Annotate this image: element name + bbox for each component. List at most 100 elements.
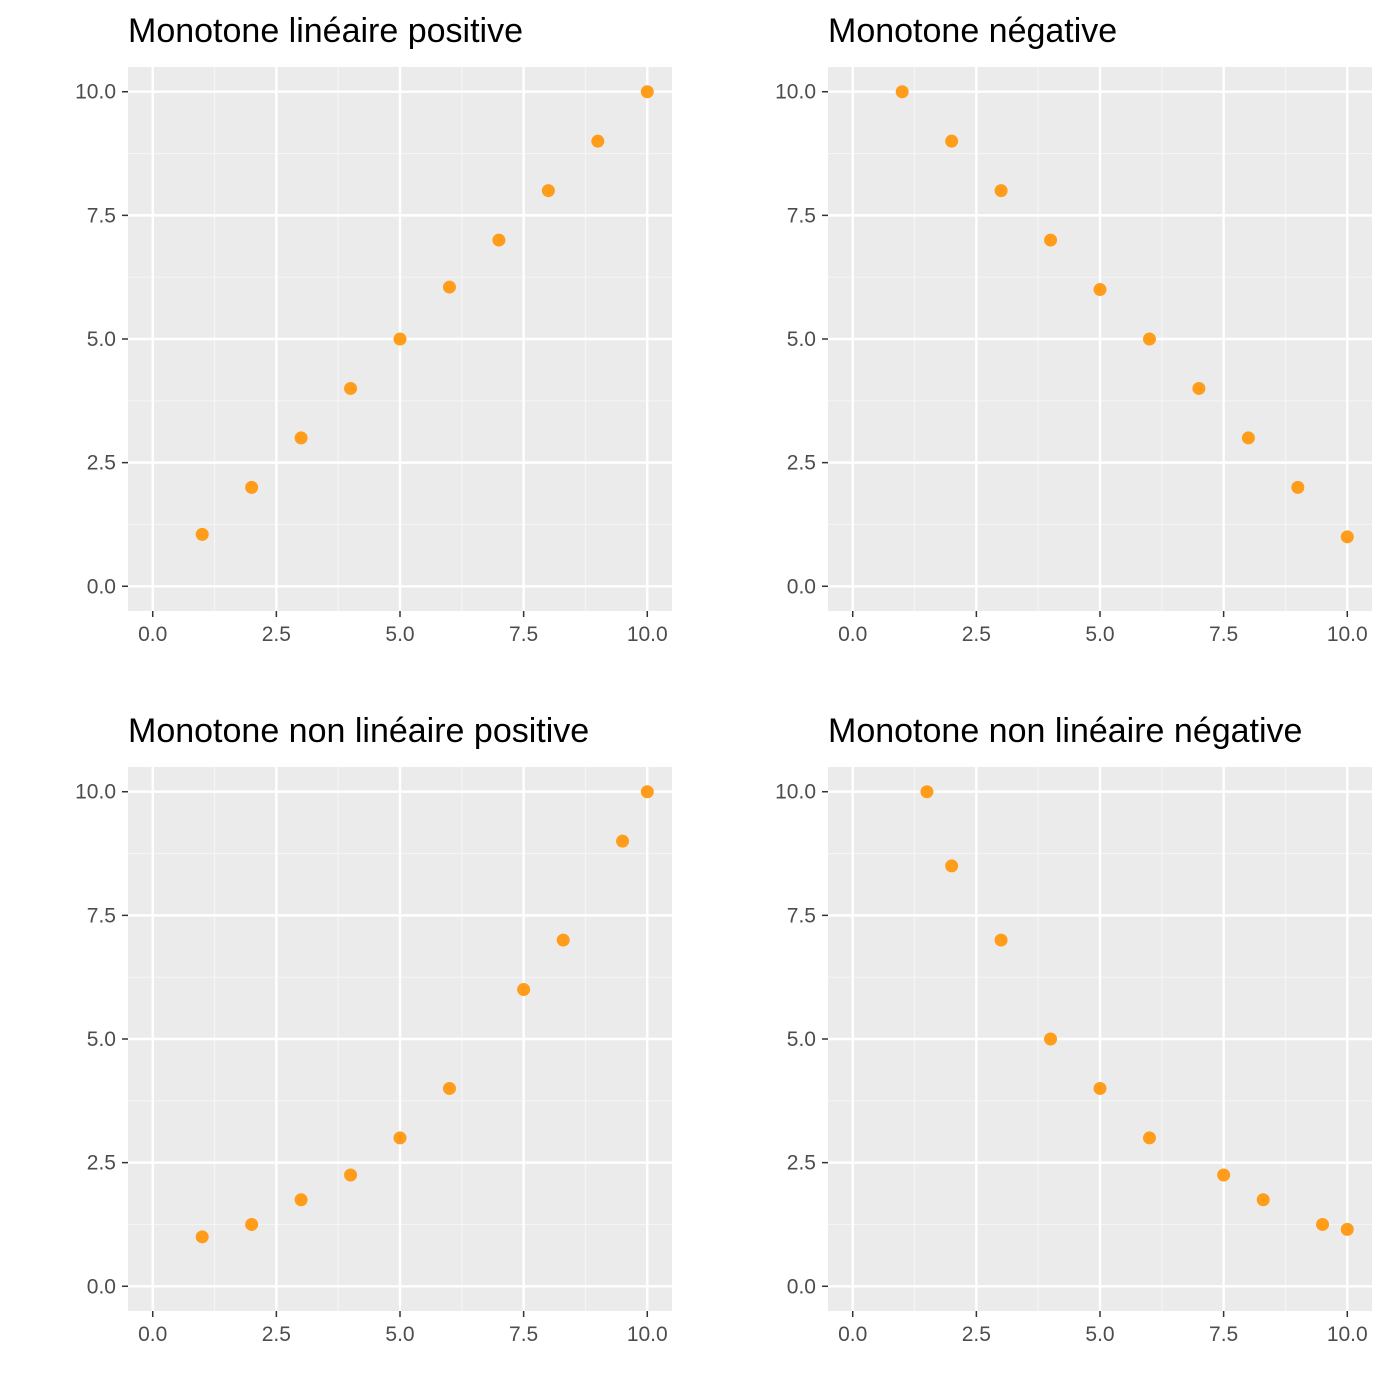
data-point <box>1340 1222 1354 1236</box>
y-tick-label: 10.0 <box>775 781 816 804</box>
x-tick-label: 5.0 <box>1085 623 1114 646</box>
panel-top-left: Monotone linéaire positive 0.0 2.5 5.0 7.5 1… <box>75 12 672 646</box>
axis-ticks: 0.0 2.5 5.0 7.5 10.0 0.0 2.5 5.0 7.5 10.0 <box>775 81 1368 646</box>
y-tick-label: 0.0 <box>787 575 816 598</box>
data-point <box>344 381 358 395</box>
panel-title: Monotone non linéaire positive <box>128 712 589 750</box>
data-point <box>945 859 959 873</box>
panel-title: Monotone linéaire positive <box>128 12 523 50</box>
data-point <box>640 85 654 99</box>
gridlines <box>128 767 672 1311</box>
data-point <box>920 785 934 799</box>
data-point <box>1192 381 1206 395</box>
y-tick-label: 5.0 <box>787 328 816 351</box>
panel-top-right: Monotone négative 0.0 2.5 5.0 7.5 10.0 0.0 2.5… <box>775 12 1372 646</box>
y-tick-label: 10.0 <box>775 81 816 104</box>
x-tick-label: 5.0 <box>385 623 414 646</box>
data-point <box>245 480 259 494</box>
x-tick-label: 10.0 <box>627 1323 668 1346</box>
x-tick-label: 5.0 <box>385 1323 414 1346</box>
panel-title: Monotone non linéaire négative <box>828 712 1302 750</box>
data-point <box>541 184 555 198</box>
x-tick-label: 7.5 <box>509 1323 538 1346</box>
data-point <box>591 134 605 148</box>
gridlines <box>828 67 1372 611</box>
y-tick-label: 2.5 <box>787 1152 816 1175</box>
x-tick-label: 2.5 <box>962 1323 991 1346</box>
data-point <box>344 1168 358 1182</box>
axis-ticks: 0.0 2.5 5.0 7.5 10.0 0.0 2.5 5.0 7.5 10.0 <box>75 781 668 1346</box>
y-tick-label: 2.5 <box>87 1152 116 1175</box>
y-tick-label: 5.0 <box>787 1028 816 1051</box>
data-point <box>895 85 909 99</box>
data-point <box>994 184 1008 198</box>
x-tick-label: 0.0 <box>138 1323 167 1346</box>
x-tick-label: 7.5 <box>509 623 538 646</box>
x-tick-label: 0.0 <box>138 623 167 646</box>
x-tick-label: 7.5 <box>1209 1323 1238 1346</box>
y-tick-label: 0.0 <box>87 575 116 598</box>
x-tick-label: 10.0 <box>1327 1323 1368 1346</box>
data-point <box>442 280 456 294</box>
data-point <box>1256 1193 1270 1207</box>
y-tick-label: 0.0 <box>787 1275 816 1298</box>
data-point <box>1217 1168 1231 1182</box>
data-point <box>1340 530 1354 544</box>
data-points <box>920 785 1354 1236</box>
y-tick-label: 2.5 <box>87 452 116 475</box>
data-points <box>195 85 654 541</box>
y-tick-label: 2.5 <box>787 452 816 475</box>
data-point <box>1093 283 1107 297</box>
x-tick-label: 0.0 <box>838 623 867 646</box>
data-point <box>1044 1032 1058 1046</box>
data-point <box>616 834 630 848</box>
data-point <box>517 983 531 997</box>
y-tick-label: 5.0 <box>87 328 116 351</box>
data-point <box>1044 233 1058 247</box>
data-point <box>393 1131 407 1145</box>
data-point <box>556 933 570 947</box>
data-points <box>195 785 654 1244</box>
x-tick-label: 10.0 <box>1327 623 1368 646</box>
data-point <box>442 1081 456 1095</box>
x-tick-label: 2.5 <box>962 623 991 646</box>
x-tick-label: 10.0 <box>627 623 668 646</box>
data-point <box>1142 332 1156 346</box>
data-point <box>245 1217 259 1231</box>
y-tick-label: 7.5 <box>87 204 116 227</box>
data-point <box>294 1193 308 1207</box>
data-point <box>195 1230 209 1244</box>
panel-title: Monotone négative <box>828 12 1117 50</box>
x-tick-label: 5.0 <box>1085 1323 1114 1346</box>
data-point <box>195 527 209 541</box>
data-point <box>1142 1131 1156 1145</box>
panel-bottom-right: Monotone non linéaire négative 0.0 2.5 5.0… <box>775 712 1372 1346</box>
y-tick-label: 10.0 <box>75 781 116 804</box>
y-tick-label: 10.0 <box>75 81 116 104</box>
data-point <box>1241 431 1255 445</box>
data-point <box>294 431 308 445</box>
data-points <box>895 85 1354 544</box>
y-tick-label: 0.0 <box>87 1275 116 1298</box>
x-tick-label: 2.5 <box>262 1323 291 1346</box>
y-tick-label: 7.5 <box>787 204 816 227</box>
panel-bottom-left: Monotone non linéaire positive 0.0 2.5 5.0… <box>75 712 672 1346</box>
data-point <box>1316 1217 1330 1231</box>
axis-ticks: 0.0 2.5 5.0 7.5 10.0 0.0 2.5 5.0 7.5 10.0 <box>775 781 1368 1346</box>
y-tick-label: 7.5 <box>787 904 816 927</box>
data-point <box>945 134 959 148</box>
data-point <box>1291 480 1305 494</box>
data-point <box>393 332 407 346</box>
y-tick-label: 5.0 <box>87 1028 116 1051</box>
data-point <box>492 233 506 247</box>
x-tick-label: 7.5 <box>1209 623 1238 646</box>
data-point <box>994 933 1008 947</box>
x-tick-label: 0.0 <box>838 1323 867 1346</box>
gridlines <box>828 767 1372 1311</box>
x-tick-label: 2.5 <box>262 623 291 646</box>
y-tick-label: 7.5 <box>87 904 116 927</box>
axis-ticks: 0.0 2.5 5.0 7.5 10.0 0.0 2.5 5.0 7.5 10.0 <box>75 81 668 646</box>
data-point <box>640 785 654 799</box>
data-point <box>1093 1081 1107 1095</box>
